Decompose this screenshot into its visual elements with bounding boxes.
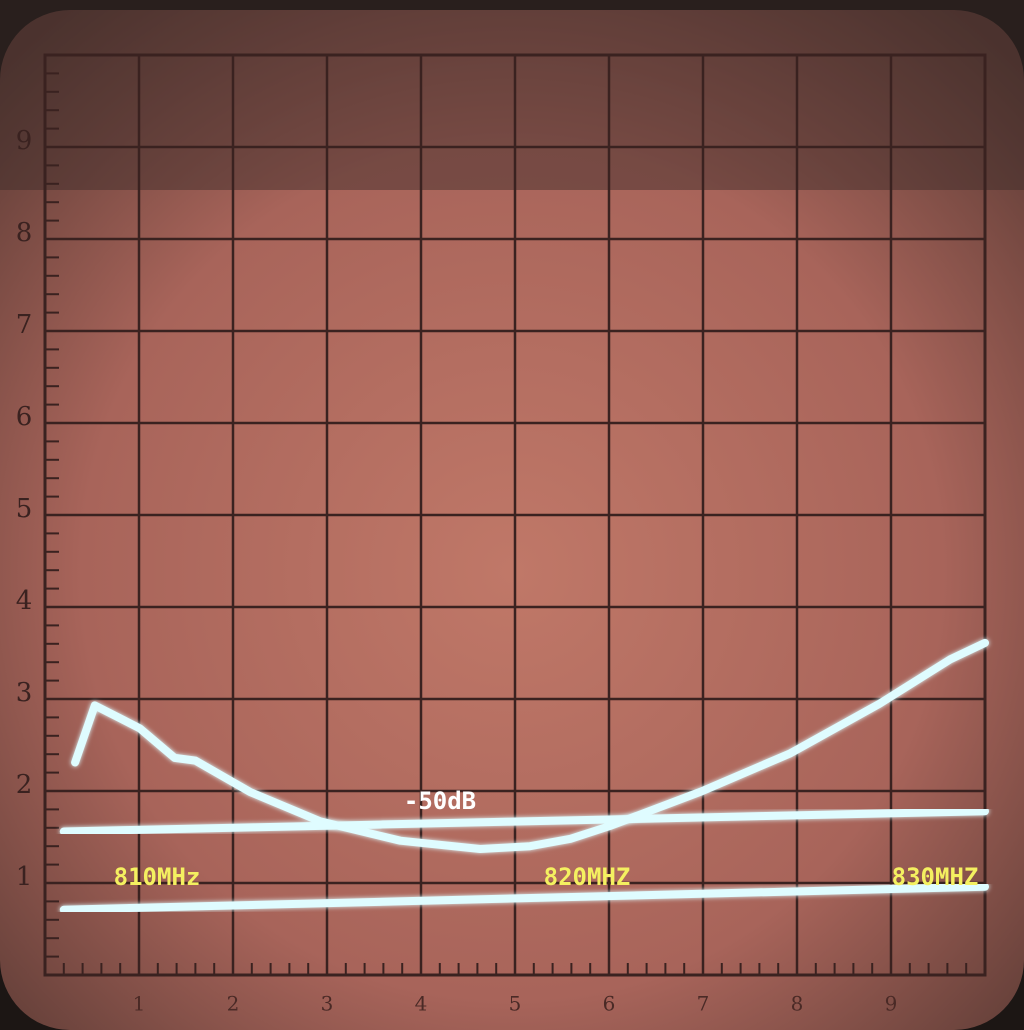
annotation: 810MHz — [114, 863, 201, 891]
x-tick-label: 6 — [603, 992, 616, 1016]
annotation: -50dB — [404, 787, 476, 815]
x-tick-label: 2 — [227, 992, 240, 1016]
x-tick-label: 9 — [885, 992, 898, 1016]
x-tick-label: 3 — [321, 992, 334, 1016]
trace — [59, 807, 989, 836]
reflection — [0, 0, 1024, 190]
x-tick-label: 1 — [133, 992, 146, 1016]
y-tick-label: 7 — [16, 310, 33, 340]
y-tick-label: 6 — [16, 402, 33, 432]
x-tick-label: 7 — [697, 992, 710, 1016]
trace — [59, 882, 989, 914]
crt-screen — [0, 10, 1024, 1030]
y-tick-label: 2 — [16, 770, 33, 800]
x-tick-label: 5 — [509, 992, 522, 1016]
annotation: 830MHZ — [892, 863, 979, 891]
y-tick-label: 9 — [16, 126, 33, 156]
x-tick-label: 8 — [791, 992, 804, 1016]
y-tick-label: 1 — [16, 862, 33, 892]
y-tick-label: 4 — [16, 586, 33, 616]
annotation: 820MHZ — [544, 863, 631, 891]
trace — [71, 638, 989, 853]
y-tick-label: 3 — [16, 678, 33, 708]
y-tick-label: 5 — [16, 494, 33, 524]
x-tick-label: 4 — [415, 992, 428, 1016]
y-tick-label: 8 — [16, 218, 33, 248]
